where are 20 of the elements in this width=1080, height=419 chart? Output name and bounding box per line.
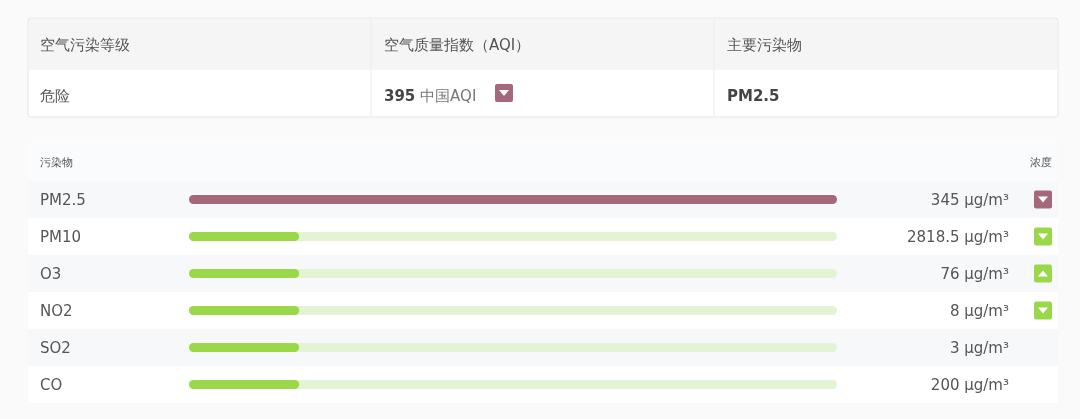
y-tick-label: PM2.5 [40,190,86,209]
text: 浓度 [1030,156,1052,169]
text: 76 μg/m³ [940,264,1009,283]
text: 空气污染等级 [40,36,130,54]
text: 2818.5 μg/m³ [907,227,1009,246]
text: 200 μg/m³ [930,375,1009,394]
y-tick-label: O3 [40,264,62,283]
text: 345 μg/m³ [930,190,1009,209]
text: 主要污染物 [727,36,802,54]
text: 8 μg/m³ [949,301,1009,320]
y-tick-label: NO2 [40,301,73,320]
text: 危险 [40,87,70,105]
y-axis-title: 污染物 [40,156,73,169]
text: 空气质量指数（AQI） [384,36,531,54]
y-tick-label: PM10 [40,227,82,246]
y-tick-label: CO [40,375,63,394]
text: PM2.5 [727,87,780,105]
text: 3 μg/m³ [949,338,1009,357]
text: 395 中国AQI [384,87,477,105]
y-tick-label: SO2 [40,338,71,357]
